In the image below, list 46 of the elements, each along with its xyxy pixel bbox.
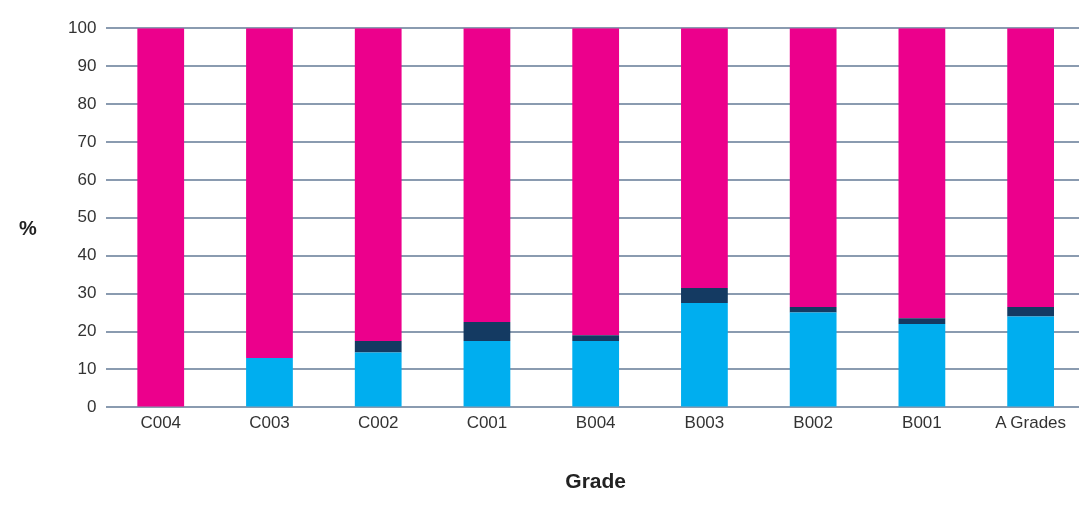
bar xyxy=(246,28,293,359)
y-tick-label: 90 xyxy=(77,55,97,75)
x-axis-title: Grade xyxy=(565,469,627,493)
y-tick-label: 10 xyxy=(77,359,97,379)
bar xyxy=(463,322,511,342)
bar xyxy=(354,352,402,407)
y-tick-label: 0 xyxy=(86,397,97,417)
bar xyxy=(354,341,402,353)
bar xyxy=(1007,306,1055,317)
bar xyxy=(898,28,946,319)
y-tick-label: 70 xyxy=(77,131,97,151)
x-tick-label: C004 xyxy=(140,413,182,433)
bar xyxy=(681,303,728,407)
bar xyxy=(463,28,511,323)
bar xyxy=(463,341,511,407)
bar xyxy=(898,323,946,407)
y-tick-label: 80 xyxy=(77,93,97,113)
y-tick-label: 30 xyxy=(77,283,97,303)
bar xyxy=(789,312,837,407)
bar xyxy=(898,318,946,324)
bar xyxy=(572,28,620,336)
bar xyxy=(1007,28,1055,307)
bar xyxy=(789,306,837,313)
y-tick-label: 60 xyxy=(77,169,97,189)
y-tick-label: 20 xyxy=(77,321,97,341)
x-tick-label: B003 xyxy=(684,413,725,433)
y-axis-title: % xyxy=(19,217,38,240)
x-tick-label: B001 xyxy=(902,413,942,433)
bar xyxy=(681,28,728,288)
x-tick-label: B002 xyxy=(793,413,834,433)
bar xyxy=(572,341,620,407)
bar xyxy=(137,28,185,407)
bar xyxy=(246,358,293,407)
x-tick-label: C001 xyxy=(466,413,508,433)
y-tick-label: 40 xyxy=(77,245,97,265)
bar xyxy=(354,28,402,342)
bar xyxy=(572,335,620,342)
bar xyxy=(1007,316,1055,407)
y-tick-label: 100 xyxy=(67,17,97,37)
bar xyxy=(789,28,837,307)
x-tick-label: A Grades xyxy=(995,413,1067,433)
bar xyxy=(681,287,728,304)
y-tick-label: 50 xyxy=(77,207,97,227)
x-tick-label: B004 xyxy=(575,413,616,433)
x-tick-label: C003 xyxy=(249,413,290,433)
x-tick-label: C002 xyxy=(357,413,399,433)
